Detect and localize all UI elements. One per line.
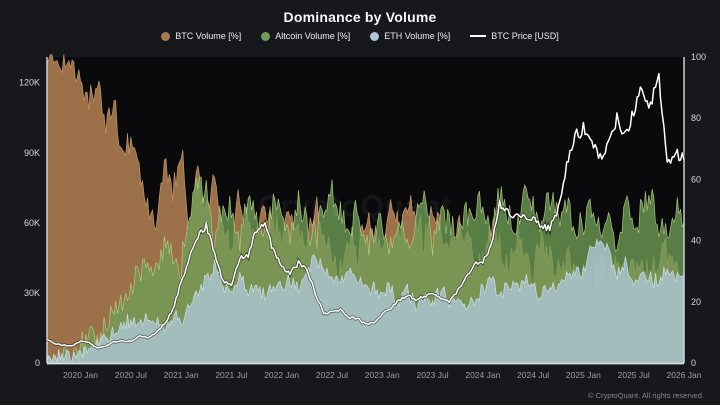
x-axis-tick-label: 2026 Jan bbox=[667, 370, 702, 380]
x-axis-tick-label: 2023 Jan bbox=[365, 370, 400, 380]
x-axis-tick-label: 2021 Jul bbox=[215, 370, 247, 380]
legend-label: ETH Volume [%] bbox=[384, 31, 451, 41]
x-axis-tick-label: 2020 Jul bbox=[115, 370, 147, 380]
copyright-notice: © CryptoQuant. All rights reserved. bbox=[588, 391, 704, 400]
x-axis-tick-label: 2023 Jul bbox=[416, 370, 448, 380]
x-axis-tick-label: 2020 Jan bbox=[63, 370, 98, 380]
x-axis-tick-label: 2024 Jul bbox=[517, 370, 549, 380]
right-axis-tick-label: 20 bbox=[691, 297, 701, 307]
page-title: Dominance by Volume bbox=[283, 9, 437, 25]
right-axis-tick-label: 100 bbox=[691, 52, 706, 62]
legend-label: Altcoin Volume [%] bbox=[275, 31, 351, 41]
x-axis-tick-label: 2024 Jan bbox=[465, 370, 500, 380]
x-axis-tick-label: 2022 Jul bbox=[316, 370, 348, 380]
btc-price-line bbox=[46, 72, 685, 349]
left-axis-tick-label: 30K bbox=[24, 288, 40, 298]
eth-volume-swatch-icon bbox=[370, 31, 380, 41]
right-axis-tick-label: 60 bbox=[691, 174, 701, 184]
area-eth-volume bbox=[46, 238, 685, 364]
btc-volume-swatch-icon bbox=[161, 31, 171, 41]
left-axis-tick-label: 90K bbox=[24, 148, 40, 158]
altcoin-volume-swatch-icon bbox=[261, 31, 271, 41]
left-axis-tick-label: 60K bbox=[24, 218, 40, 228]
x-axis-tick-label: 2025 Jan bbox=[566, 370, 601, 380]
legend-item-btc-volume[interactable]: BTC Volume [%] bbox=[161, 31, 241, 41]
left-axis-tick-label: 120K bbox=[19, 78, 40, 88]
legend-item-altcoin-volume[interactable]: Altcoin Volume [%] bbox=[261, 31, 350, 41]
chart-legend: BTC Volume [%] Altcoin Volume [%] ETH Vo… bbox=[0, 31, 720, 41]
x-axis-tick-label: 2022 Jan bbox=[264, 370, 299, 380]
right-axis-tick-label: 40 bbox=[691, 236, 701, 246]
x-axis-tick-label: 2021 Jan bbox=[164, 370, 199, 380]
legend-label: BTC Price [USD] bbox=[491, 31, 559, 41]
right-axis-tick-label: 0 bbox=[691, 358, 696, 368]
btc-price-line-swatch-icon bbox=[470, 35, 487, 37]
right-axis-tick-label: 80 bbox=[691, 113, 701, 123]
legend-item-eth-volume[interactable]: ETH Volume [%] bbox=[370, 31, 450, 41]
x-axis-tick-label: 2025 Jul bbox=[618, 370, 650, 380]
legend-label: BTC Volume [%] bbox=[175, 31, 242, 41]
left-axis-tick-label: 0 bbox=[35, 358, 40, 368]
legend-item-btc-price[interactable]: BTC Price [USD] bbox=[470, 31, 559, 41]
